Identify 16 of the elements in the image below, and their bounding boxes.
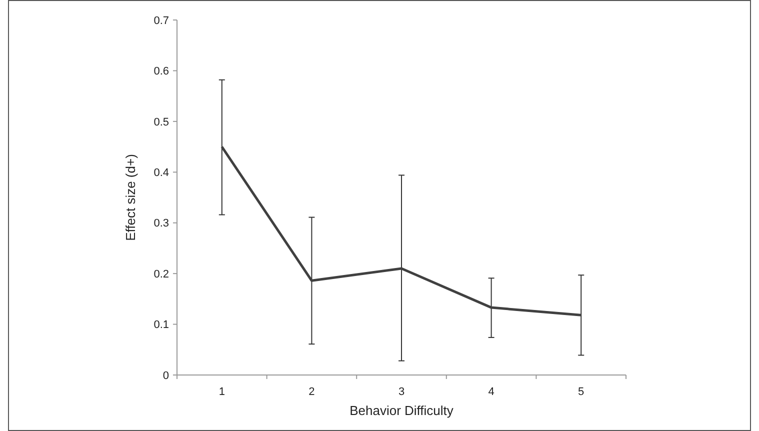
- y-tick-label: 0.6: [154, 66, 169, 78]
- x-tick-label: 5: [578, 386, 584, 398]
- y-axis-title: Effect size (d+): [123, 154, 138, 241]
- x-tick-label: 1: [218, 386, 225, 398]
- y-tick-label: 0.7: [154, 14, 169, 27]
- y-tick-label: 0.1: [154, 319, 169, 332]
- y-tick-label: 0.3: [154, 218, 169, 230]
- x-tick-label: 4: [488, 386, 494, 398]
- y-tick-label: 0.2: [154, 268, 169, 280]
- x-tick-label: 2: [308, 386, 315, 398]
- y-tick-label: 0: [162, 370, 169, 382]
- y-tick-label: 0.5: [154, 116, 169, 128]
- x-tick-label: 3: [398, 386, 405, 398]
- line-series: [220, 146, 582, 316]
- y-tick-label: 0.4: [154, 166, 169, 179]
- x-axis-title: Behavior Difficulty: [350, 403, 454, 418]
